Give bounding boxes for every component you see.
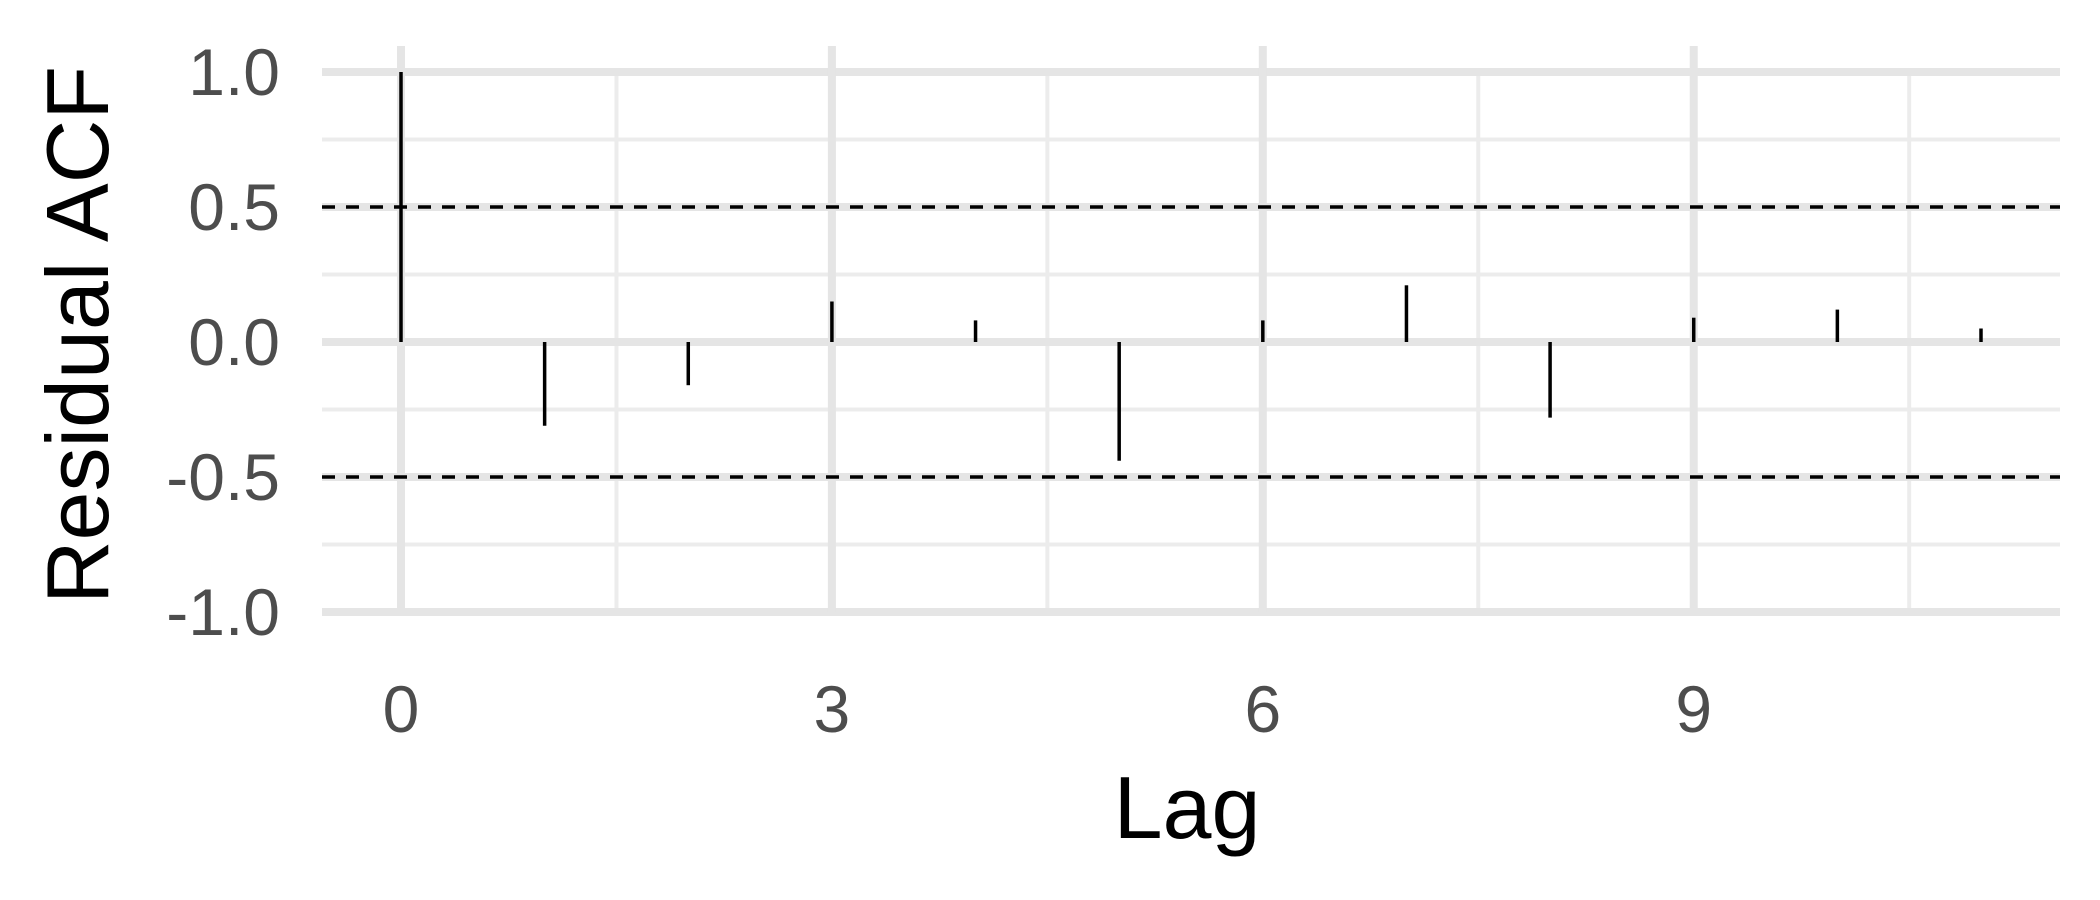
- y-tick-label: 0.0: [188, 305, 280, 379]
- x-axis-title: Lag: [1114, 758, 1261, 857]
- y-tick-label: 0.5: [188, 170, 280, 244]
- x-tick-label: 3: [814, 672, 851, 746]
- x-tick-label: 6: [1244, 672, 1281, 746]
- x-tick-label: 0: [383, 672, 420, 746]
- x-axis-ticks: 0 3 6 9: [383, 672, 1712, 746]
- acf-stems: [399, 72, 1983, 461]
- y-tick-label: 1.0: [188, 35, 280, 109]
- y-axis-title: Residual ACF: [28, 66, 127, 604]
- y-tick-label: -1.0: [166, 575, 280, 649]
- x-tick-label: 9: [1675, 672, 1712, 746]
- y-axis-ticks: -1.0 -0.5 0.0 0.5 1.0: [166, 35, 280, 649]
- confidence-bounds: [322, 205, 2060, 479]
- y-tick-label: -0.5: [166, 440, 280, 514]
